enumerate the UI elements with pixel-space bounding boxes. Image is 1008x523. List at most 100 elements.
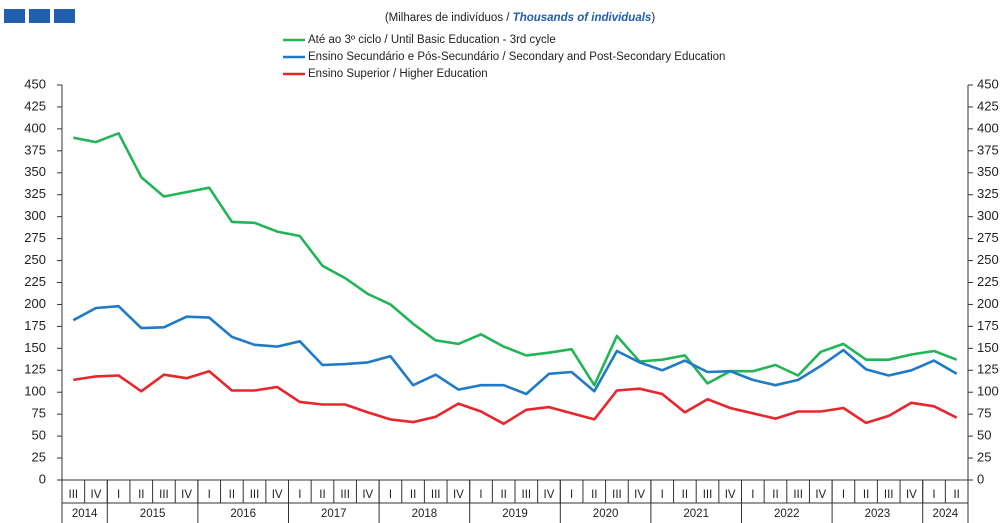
x-tick-label: IV [362,489,373,501]
y-tick-label: 125 [24,362,46,377]
y-tick-label: 25 [32,449,46,464]
year-label: 2014 [72,508,98,520]
x-tick-label: III [250,489,260,501]
y2-tick-label: 325 [977,186,999,201]
x-tick-label: IV [725,489,736,501]
y-tick-label: 400 [24,120,46,135]
y2-tick-label: 175 [977,318,999,333]
y-tick-label: 250 [24,252,46,267]
y-tick-label: 425 [24,98,46,113]
y2-tick-label: 300 [977,208,999,223]
x-tick-label: II [953,489,959,501]
y-tick-label: 0 [39,471,46,486]
year-label: 2017 [321,508,347,520]
y-tick-label: 450 [24,76,46,91]
y2-tick-label: 450 [977,76,999,91]
year-label: 2020 [593,508,619,520]
y-tick-label: 300 [24,208,46,223]
logo-block [4,9,25,23]
y2-tick-label: 400 [977,120,999,135]
subtitle-pt: (Milhares de indivíduos / [385,12,513,24]
x-tick-label: II [319,489,325,501]
series-line [73,369,958,426]
y2-tick-label: 200 [977,296,999,311]
year-label: 2022 [774,508,800,520]
x-tick-label: II [410,489,416,501]
year-label: 2016 [230,508,256,520]
y2-tick-label: 375 [977,142,999,157]
y2-tick-label: 350 [977,164,999,179]
x-tick-label: II [138,489,144,501]
y2-tick-label: 225 [977,274,999,289]
x-tick-label: III [69,489,79,501]
y2-tick-label: 25 [977,449,991,464]
y-tick-label: 175 [24,318,46,333]
x-tick-label: III [431,489,441,501]
x-tick-label: III [703,489,713,501]
year-label: 2015 [140,508,166,520]
y-tick-label: 100 [24,384,46,399]
x-tick-label: IV [91,489,102,501]
legend-label: Ensino Secundário e Pós-Secundário / Sec… [308,51,725,63]
y-tick-label: 350 [24,164,46,179]
x-tick-label: I [389,489,392,501]
y2-tick-label: 100 [977,384,999,399]
x-tick-label: IV [544,489,555,501]
x-tick-label: II [229,489,235,501]
y2-tick-label: 250 [977,252,999,267]
x-tick-label: III [522,489,532,501]
x-tick-label: II [863,489,869,501]
series-line [72,304,958,396]
x-tick-label: I [298,489,301,501]
y-tick-label: 150 [24,340,46,355]
y2-tick-label: 125 [977,362,999,377]
y2-tick-label: 75 [977,406,991,421]
x-tick-label: IV [906,489,917,501]
year-label: 2023 [865,508,891,520]
x-tick-label: I [479,489,482,501]
x-tick-label: I [842,489,845,501]
x-tick-label: III [884,489,894,501]
logo-block [54,9,75,23]
x-tick-label: I [570,489,573,501]
x-tick-label: II [772,489,778,501]
subtitle-end: ) [651,12,655,24]
x-tick-label: IV [815,489,826,501]
x-tick-label: I [751,489,754,501]
x-tick-label: III [340,489,350,501]
y-tick-label: 225 [24,274,46,289]
y-tick-label: 275 [24,230,46,245]
year-label: 2024 [933,508,959,520]
legend-label: Ensino Superior / Higher Education [308,68,488,80]
y2-tick-label: 150 [977,340,999,355]
chart-subtitle: (Milhares de indivíduos / Thousands of i… [385,12,656,24]
y-tick-label: 50 [32,428,46,443]
year-label: 2019 [502,508,528,520]
x-tick-label: IV [181,489,192,501]
y2-tick-label: 425 [977,98,999,113]
x-tick-label: II [591,489,597,501]
year-label: 2018 [412,508,438,520]
year-label: 2021 [683,508,709,520]
logo-block [29,9,50,23]
x-tick-label: III [612,489,622,501]
subtitle-en: Thousands of individuals [513,12,652,24]
x-tick-label: IV [272,489,283,501]
y-tick-label: 325 [24,186,46,201]
x-tick-label: IV [453,489,464,501]
x-tick-label: I [208,489,211,501]
x-tick-label: I [117,489,120,501]
y-tick-label: 75 [32,406,46,421]
legend-label: Até ao 3º ciclo / Until Basic Education … [308,34,556,46]
y2-tick-label: 50 [977,428,991,443]
y2-tick-label: 0 [977,471,984,486]
x-tick-label: II [500,489,506,501]
x-tick-label: IV [634,489,645,501]
y2-tick-label: 275 [977,230,999,245]
x-tick-label: III [793,489,803,501]
x-tick-label: I [932,489,935,501]
x-tick-label: III [159,489,169,501]
x-tick-label: II [682,489,688,501]
